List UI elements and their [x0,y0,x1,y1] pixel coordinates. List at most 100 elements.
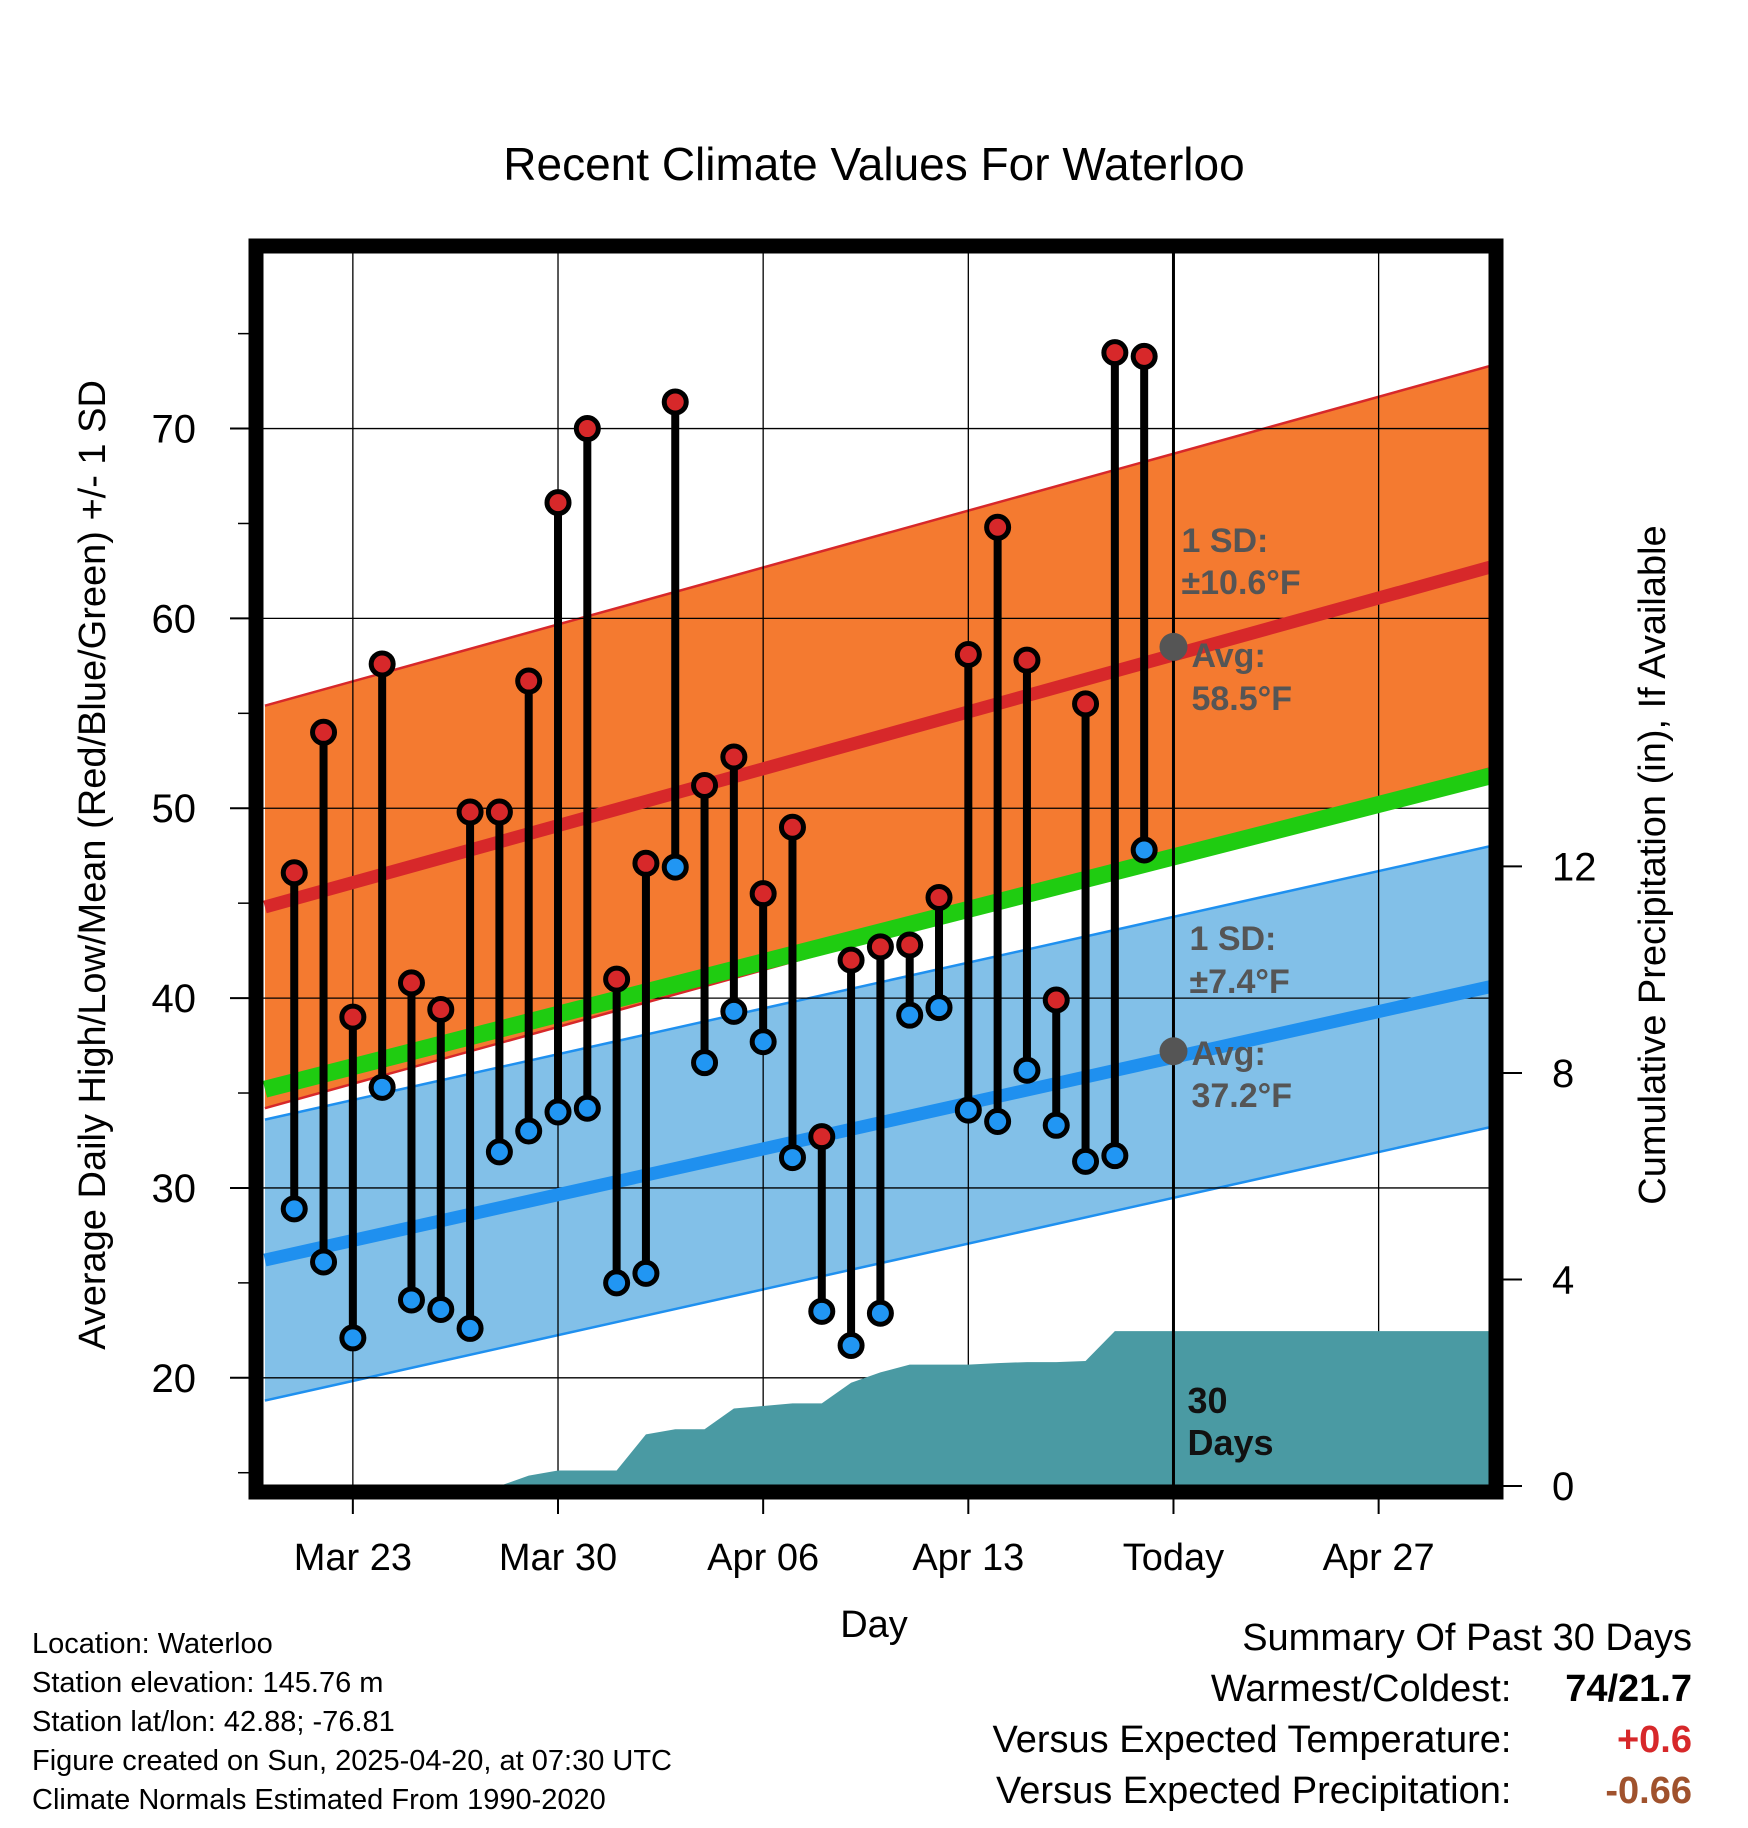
low-point [778,1144,806,1172]
low-point [866,1299,894,1327]
low-sd-value: ±7.4°F [1189,963,1289,1001]
days-label-text: Days [1187,1422,1273,1463]
low-point [808,1297,836,1325]
high-point [485,798,513,826]
high-sd-label: 1 SD: [1181,522,1268,560]
chart-title: Recent Climate Values For Waterloo [503,138,1244,190]
low-point [339,1324,367,1352]
days-label-count: 30 [1187,1380,1227,1421]
high-point [339,1003,367,1031]
precip-value: -0.66 [1605,1770,1692,1812]
latlon-text: Station lat/lon: 42.88; -76.81 [32,1706,395,1738]
high-avg-label: Avg: [1191,637,1265,675]
high-avg-marker [1159,632,1188,661]
y2-axis-label: Cumulative Precipitation (in), If Availa… [1632,525,1674,1204]
x-tick-label: Mar 30 [499,1537,617,1579]
high-point [661,388,689,416]
low-point [368,1073,396,1101]
summary-title: Summary Of Past 30 Days [1242,1617,1692,1659]
station-info: Location: Waterloo Station elevation: 14… [32,1625,672,1820]
low-point [1072,1147,1100,1175]
created-text: Figure created on Sun, 2025-04-20, at 07… [32,1745,672,1777]
y-tick-label: 60 [152,597,197,641]
low-avg-marker [1159,1037,1188,1066]
temp-label: Versus Expected Temperature: [992,1719,1512,1761]
x-tick-label: Apr 13 [912,1537,1024,1579]
low-point [1101,1142,1129,1170]
y-tick-label: 20 [152,1357,197,1401]
low-point [1130,836,1158,864]
high-avg-value: 58.5°F [1191,680,1292,718]
low-point [397,1286,425,1314]
summary-precip-row: Versus Expected Precipitation: -0.66 [993,1766,1692,1817]
x-tick-label: Apr 06 [707,1537,819,1579]
low-point [515,1117,543,1145]
high-point [573,415,601,443]
plot-frame [248,238,1504,1500]
low-point [573,1094,601,1122]
low-avg-value: 37.2°F [1191,1077,1292,1115]
high-point [603,965,631,993]
high-point [1013,646,1041,674]
location-text: Location: Waterloo [32,1628,273,1660]
low-point [310,1248,338,1276]
high-point [808,1123,836,1151]
y-tick-label: 40 [152,977,197,1021]
low-point [485,1138,513,1166]
y-tick-label: 50 [152,787,197,831]
low-point [632,1259,660,1287]
high-sd-value: ±10.6°F [1181,564,1300,602]
high-point [1042,986,1070,1014]
high-point [749,880,777,908]
y-tick-label: 30 [152,1167,197,1211]
high-point [632,849,660,877]
warmest-value: 74/21.7 [1565,1668,1692,1710]
high-point [925,883,953,911]
x-tick-label: Today [1123,1537,1224,1579]
y-axis-label: Average Daily High/Low/Mean (Red/Blue/Gr… [72,380,114,1350]
low-point [837,1332,865,1360]
temp-value: +0.6 [1616,1719,1692,1761]
high-point [984,513,1012,541]
high-point [1072,690,1100,718]
low-sd-label: 1 SD: [1189,920,1276,958]
high-point [1130,342,1158,370]
low-point [661,853,689,881]
high-point [544,489,572,517]
high-point [837,946,865,974]
normals-text: Climate Normals Estimated From 1990-2020 [32,1784,606,1816]
low-point [925,994,953,1022]
low-point [749,1028,777,1056]
summary-temp-row: Versus Expected Temperature: +0.6 [993,1715,1692,1766]
high-point [778,813,806,841]
low-point [280,1195,308,1223]
low-avg-label: Avg: [1191,1035,1265,1073]
low-point [691,1049,719,1077]
high-point [896,931,924,959]
high-point [954,640,982,668]
y2-tick-label: 0 [1552,1465,1574,1509]
x-tick-label: Apr 27 [1323,1537,1435,1579]
y2-tick-label: 8 [1552,1052,1574,1096]
low-point [1013,1056,1041,1084]
high-point [456,798,484,826]
warmest-label: Warmest/Coldest: [1210,1668,1512,1710]
summary-panel: Summary Of Past 30 Days Warmest/Coldest:… [993,1613,1692,1817]
low-point [427,1295,455,1323]
high-point [280,859,308,887]
x-tick-label: Mar 23 [294,1537,412,1579]
high-point [368,650,396,678]
y2-tick-label: 12 [1552,845,1597,889]
precip-label: Versus Expected Precipitation: [996,1770,1512,1812]
high-point [691,771,719,799]
high-point [515,667,543,695]
high-point [1101,339,1129,367]
x-axis-label: Day [840,1604,908,1646]
high-point [427,995,455,1023]
low-point [984,1107,1012,1135]
elevation-text: Station elevation: 145.76 m [32,1667,384,1699]
high-band-upper-edge [264,364,1490,707]
y2-tick-label: 4 [1552,1258,1574,1302]
high-point [310,718,338,746]
low-point [1042,1111,1070,1139]
